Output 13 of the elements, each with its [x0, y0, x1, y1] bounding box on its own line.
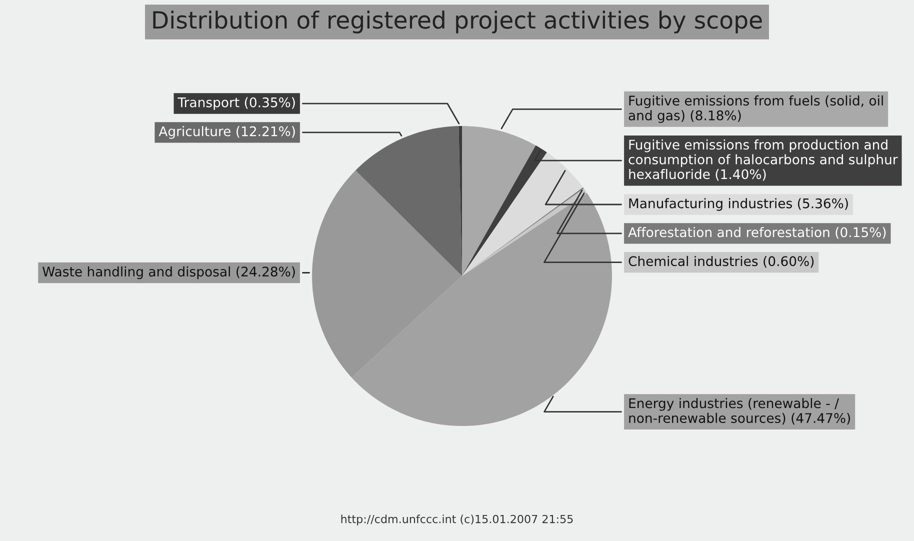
slice-label: Chemical industries (0.60%) — [628, 256, 814, 268]
pie-slice — [462, 152, 584, 276]
slice-label: Fugitive emissions from fuels (solid, oil and gas) (8.18%) — [628, 95, 883, 123]
slice-label: Energy industries (renewable - / non-renewable sources) (47.47%) — [629, 398, 850, 425]
slice-label: Fugitive emissions from production and consumption of halocarbons and sulphur hexafluoride (1.40%) — [628, 139, 898, 181]
chart-title: Distribution of registered project activities by scope — [153, 10, 762, 34]
slice-label: Agriculture (12.21%) — [158, 126, 295, 139]
text: http://cdm.unfccc.int (c)15.01.2007 21:55 — [341, 514, 573, 526]
pie-slice — [356, 126, 462, 276]
slice-label: Waste handling and disposal (24.28%) — [42, 266, 295, 280]
slice-label: Manufacturing industries (5.36%) — [629, 198, 848, 211]
slice-label: Afforestation and reforestation (0.15%) — [628, 227, 886, 239]
slice-label: Transport (0.35%) — [178, 97, 295, 110]
